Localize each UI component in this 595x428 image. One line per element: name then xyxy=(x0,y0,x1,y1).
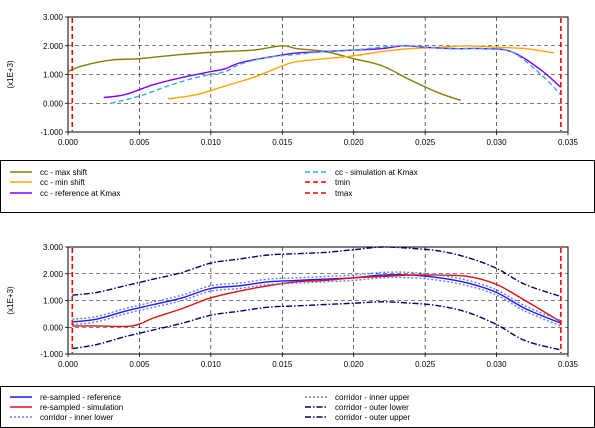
x-tick-label: 0.020 xyxy=(344,138,365,147)
series-cc-max-shift xyxy=(67,45,462,102)
x-tick-label: 0.020 xyxy=(344,360,365,369)
plot-area xyxy=(67,246,569,355)
x-tick-label: 0.005 xyxy=(129,360,150,369)
y-tick-label: 2.000 xyxy=(43,42,64,51)
legend-box xyxy=(0,160,595,213)
series-cc-simulation-at-kmax xyxy=(110,45,562,104)
y-tick-label: 0.000 xyxy=(43,323,64,332)
x-tick-label: 0.015 xyxy=(272,138,293,147)
x-tick-label: 0.035 xyxy=(558,360,579,369)
plot-area xyxy=(67,16,569,133)
legend-label: cc - simulation at Kmax xyxy=(335,168,418,177)
series-re-sampled-simulation xyxy=(72,274,562,328)
legend-label: cc - min shift xyxy=(40,178,86,187)
x-tick-label: 0.010 xyxy=(201,138,222,147)
series-corridor-outer-upper xyxy=(72,246,562,298)
legend-box xyxy=(0,386,595,428)
x-tick-label: 0.000 xyxy=(58,360,79,369)
y-tick-label: 1.000 xyxy=(43,71,64,80)
y-tick-label: 2.000 xyxy=(43,270,64,279)
legend-label: corridor - outer upper xyxy=(335,413,410,422)
x-tick-label: 0.035 xyxy=(558,138,579,147)
x-tick-label: 0.025 xyxy=(415,138,436,147)
y-tick-label: 1.000 xyxy=(43,297,64,306)
legend-label: corridor - inner upper xyxy=(335,393,410,402)
legend-label: corridor - inner lower xyxy=(40,413,114,422)
series-corridor-inner-upper xyxy=(72,271,562,322)
x-tick-label: 0.015 xyxy=(272,360,293,369)
series-corridor-inner-lower xyxy=(72,276,562,327)
series-cc-min-shift xyxy=(167,45,554,100)
y-tick-label: -1.000 xyxy=(40,350,63,359)
y-tick-label: 0.000 xyxy=(43,99,64,108)
y-axis-label: (x1E+3) xyxy=(6,286,15,315)
y-axis-label: (x1E+3) xyxy=(6,60,15,89)
y-tick-label: 3.000 xyxy=(43,243,64,252)
legend-label: re-sampled - reference xyxy=(40,393,121,402)
x-tick-label: 0.005 xyxy=(129,138,150,147)
legend-label: cc - reference at Kmax xyxy=(40,189,120,198)
x-tick-label: 0.000 xyxy=(58,138,79,147)
legend-label: cc - max shift xyxy=(40,168,88,177)
x-tick-label: 0.010 xyxy=(201,360,222,369)
y-tick-label: 3.000 xyxy=(43,13,64,22)
legend-label: tmax xyxy=(335,189,352,198)
chart-1: 0.000 0.005 0.010 0.015 0.020 0.025 0.030 0.035… xyxy=(6,13,579,147)
legend-label: tmin xyxy=(335,178,350,187)
x-tick-label: 0.025 xyxy=(415,360,436,369)
chart-2: 0.000 0.005 0.010 0.015 0.020 0.025 0.030 0.035… xyxy=(6,243,579,369)
series-re-sampled-reference xyxy=(72,274,562,324)
x-tick-label: 0.030 xyxy=(487,138,508,147)
series-corridor-outer-lower xyxy=(72,301,562,351)
y-tick-label: -1.000 xyxy=(40,128,63,137)
x-tick-label: 0.030 xyxy=(487,360,508,369)
legend-label: re-sampled - simulation xyxy=(40,403,123,412)
legend-label: corridor - outer lower xyxy=(335,403,409,412)
